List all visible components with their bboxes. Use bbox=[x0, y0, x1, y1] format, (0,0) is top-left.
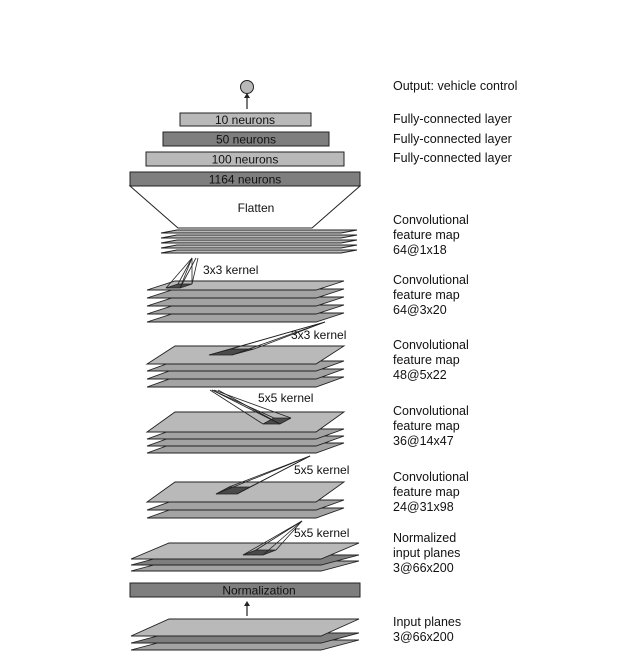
dense-layer-10-label: Fully-connected layer bbox=[393, 112, 512, 126]
kernel-projection-1 bbox=[165, 257, 199, 289]
kernel-projection-3 bbox=[209, 389, 292, 425]
feature-map-64x3x20-label-3: 64@3x20 bbox=[393, 303, 447, 317]
output-arrowhead bbox=[244, 93, 250, 98]
normalized-input-label-3: 3@66x200 bbox=[393, 561, 454, 575]
feature-map-24x31x98-label-3: 24@31x98 bbox=[393, 500, 454, 514]
kernel-label-3: 5x5 kernel bbox=[258, 391, 313, 405]
feature-map-36x14x47-label-1: Convolutional bbox=[393, 404, 469, 418]
feature-map-64x1x18-label-3: 64@1x18 bbox=[393, 243, 447, 257]
feature-map-24x31x98-label-2: feature map bbox=[393, 485, 460, 499]
kernel-projection-4 bbox=[215, 455, 311, 495]
input-planes-label-2: 3@66x200 bbox=[393, 630, 454, 644]
feature-map-64x3x20-label-2: feature map bbox=[393, 288, 460, 302]
kernel-label-4: 5x5 kernel bbox=[294, 463, 349, 477]
dense-layer-100-text: 100 neurons bbox=[212, 153, 279, 167]
normalization-bar bbox=[129, 582, 361, 598]
feature-map-64x3x20-stack bbox=[146, 280, 345, 323]
feature-map-48x5x22-stack bbox=[145, 345, 346, 388]
output-node bbox=[240, 80, 254, 94]
normalized-input-planes-stack bbox=[130, 542, 360, 572]
feature-map-36x14x47-stack bbox=[145, 411, 346, 454]
feature-map-64x3x20-label-1: Convolutional bbox=[393, 273, 469, 287]
feature-map-36x14x47-label-3: 36@14x47 bbox=[393, 434, 454, 448]
flatten-trapezoid bbox=[128, 185, 362, 229]
output-label: Output: vehicle control bbox=[393, 79, 517, 93]
input-planes-label-1: Input planes bbox=[393, 615, 461, 629]
flatten-input-text: 1164 neurons bbox=[209, 173, 282, 187]
dense-layer-50-text: 50 neurons bbox=[216, 133, 276, 147]
flatten-label: Flatten bbox=[238, 201, 275, 215]
feature-map-24x31x98-stack bbox=[145, 481, 346, 519]
feature-map-48x5x22-label-1: Convolutional bbox=[393, 338, 469, 352]
normalized-input-label-2: input planes bbox=[393, 546, 460, 560]
input-planes-stack bbox=[130, 618, 360, 651]
dense-layer-50-bar bbox=[162, 131, 330, 147]
feature-map-64x1x18-label-1: Convolutional bbox=[393, 213, 469, 227]
dense-layer-100-bar bbox=[145, 151, 345, 167]
kernel-label-1: 3x3 kernel bbox=[203, 263, 258, 277]
kernel-projection-5 bbox=[242, 520, 303, 556]
input-arrowhead bbox=[244, 601, 250, 606]
normalized-input-label-1: Normalized bbox=[393, 531, 456, 545]
kernel-projection-2 bbox=[208, 321, 326, 356]
kernel-label-5: 5x5 kernel bbox=[294, 526, 349, 540]
dense-layer-10-text: 10 neurons bbox=[215, 113, 275, 127]
normalization-text: Normalization bbox=[222, 584, 295, 598]
feature-map-64x1x18-stack bbox=[160, 229, 358, 254]
dense-layer-50-label: Fully-connected layer bbox=[393, 132, 512, 146]
dense-layer-10-bar bbox=[179, 112, 312, 127]
feature-map-36x14x47-label-2: feature map bbox=[393, 419, 460, 433]
feature-map-48x5x22-label-2: feature map bbox=[393, 353, 460, 367]
kernel-label-2: 3x3 kernel bbox=[291, 328, 346, 342]
feature-map-24x31x98-label-1: Convolutional bbox=[393, 470, 469, 484]
feature-map-64x1x18-label-2: feature map bbox=[393, 228, 460, 242]
feature-map-48x5x22-label-3: 48@5x22 bbox=[393, 368, 447, 382]
dense-layer-100-label: Fully-connected layer bbox=[393, 151, 512, 165]
